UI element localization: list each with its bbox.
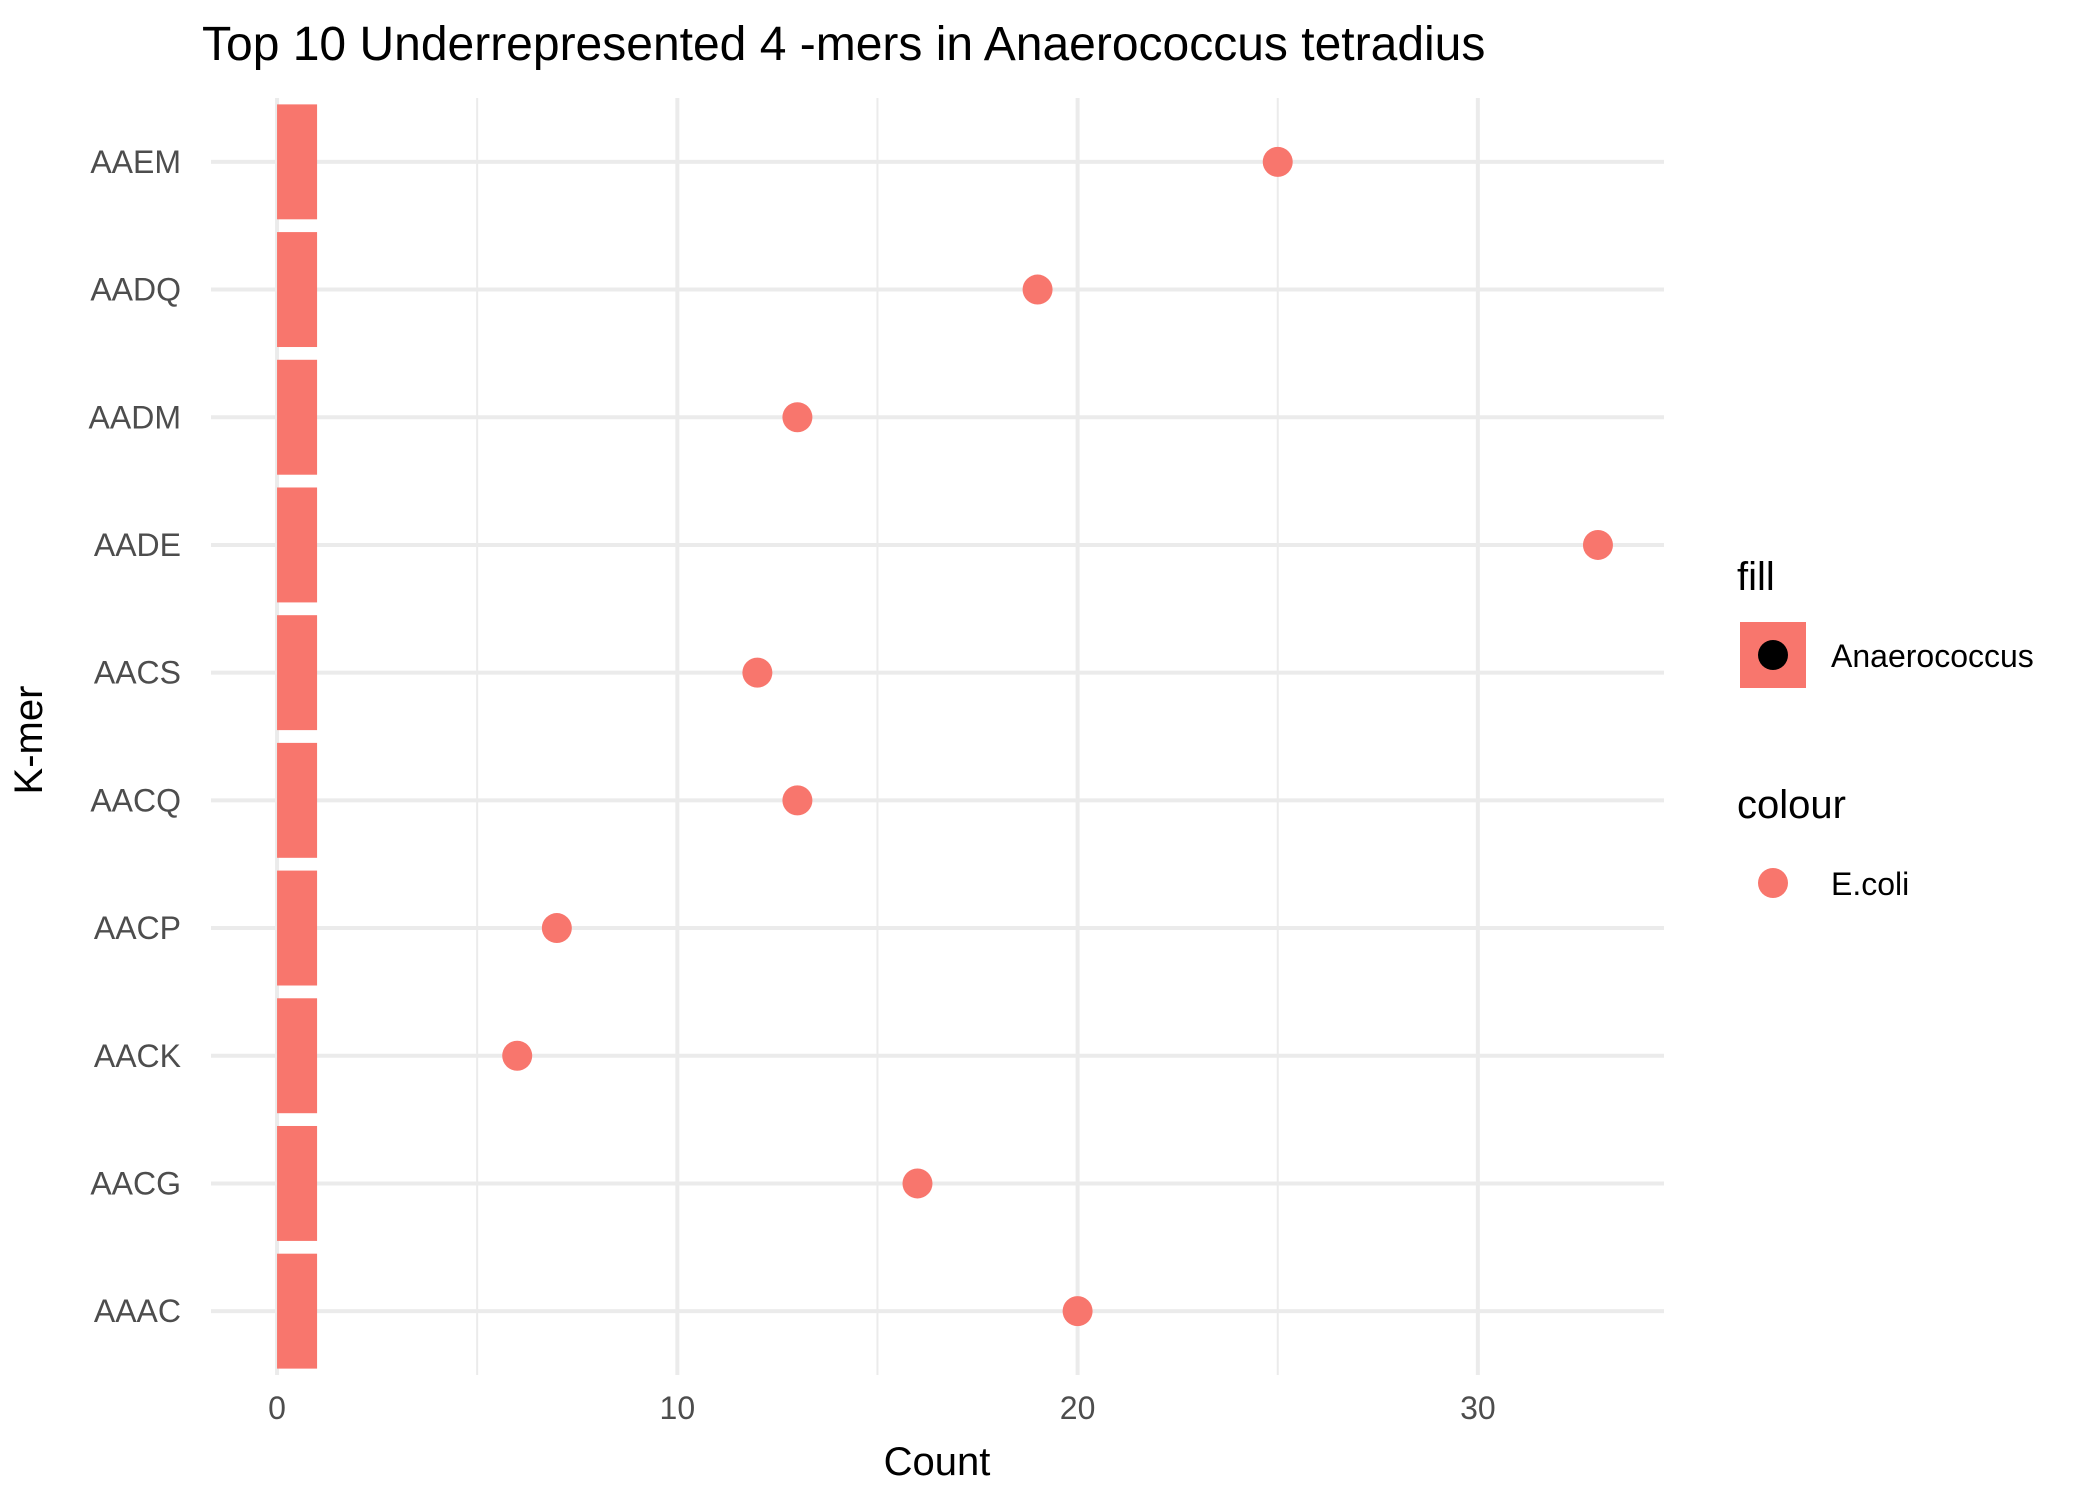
x-tick-label: 10 [660,1390,696,1426]
legend-colour-key [1758,868,1788,898]
y-tick-label: AADQ [90,272,181,308]
bar-aacs [277,615,318,731]
point-aacp [541,913,572,944]
point-aadq [1022,274,1053,305]
legend-fill-key-dot [1758,640,1788,670]
y-tick-label: AAEM [90,144,181,180]
point-aacq [782,785,813,816]
bar-aack [277,998,318,1114]
legend: fill Anaerococcus colour E.coli [1737,555,2034,902]
y-tick-label: AAAC [94,1293,181,1329]
bar-aacq [277,742,318,858]
x-tick-label: 30 [1460,1390,1496,1426]
bar-aade [277,487,318,603]
y-tick-label: AACK [94,1038,181,1074]
y-tick-label: AADE [94,527,181,563]
bar-aadm [277,359,318,475]
x-tick-label: 0 [268,1390,286,1426]
point-aade [1582,529,1613,560]
legend-fill-title: fill [1737,555,1775,599]
bar-aacp [277,870,318,986]
y-tick-label: AACQ [90,782,181,818]
chart-title: Top 10 Underrepresented 4 -mers in Anaer… [202,18,1485,71]
plot-area [211,98,1664,1375]
legend-colour-label: E.coli [1831,866,1909,902]
x-tick-label: 20 [1060,1390,1096,1426]
y-axis-tick-labels: AAAC AACG AACK AACP AACQ AACS AADE AADM AADQ AAEM [89,144,181,1329]
bar-series [277,104,318,1369]
y-tick-label: AACG [90,1165,181,1201]
legend-colour-title: colour [1737,783,1846,827]
x-axis-tick-labels: 0 10 20 30 [268,1390,1496,1426]
point-series [502,146,1613,1327]
bar-aaac [277,1253,318,1369]
point-aacg [902,1168,933,1199]
point-aaem [1262,146,1293,177]
point-aack [502,1040,533,1071]
bar-aadq [277,232,318,348]
point-aadm [782,402,813,433]
point-aacs [742,657,773,688]
y-tick-label: AADM [89,399,181,435]
bar-aacg [277,1125,318,1241]
bar-aaem [277,104,318,220]
y-axis-title: K-mer [7,686,51,795]
gridlines [211,98,1664,1375]
y-tick-label: AACP [94,910,181,946]
point-aaac [1062,1296,1093,1327]
legend-fill-label: Anaerococcus [1831,638,2034,674]
x-axis-title: Count [884,1440,991,1484]
y-tick-label: AACS [94,655,181,691]
